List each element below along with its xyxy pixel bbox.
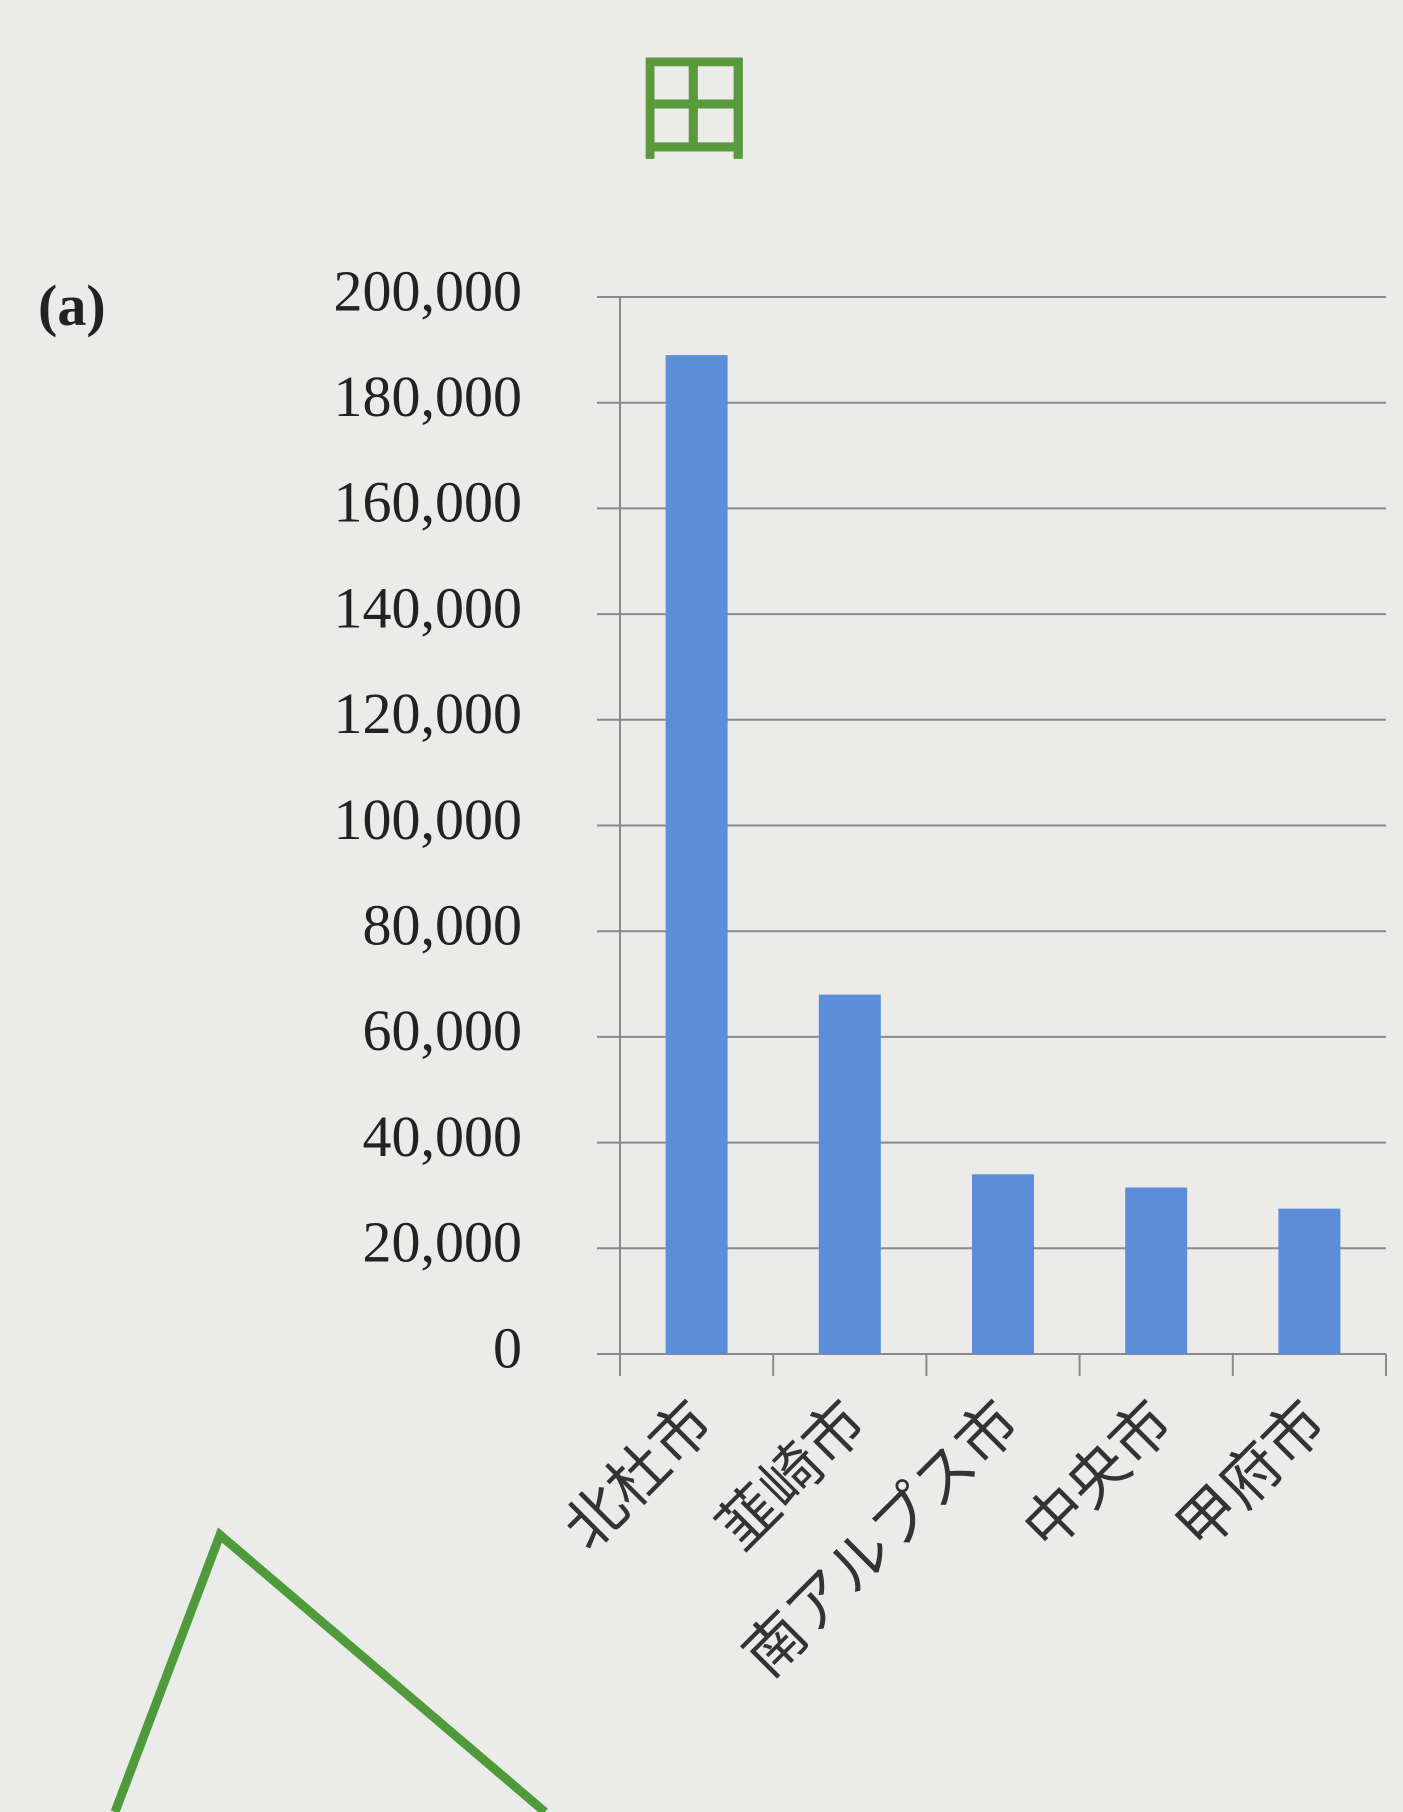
y-tick-label: 60,000 xyxy=(363,998,523,1063)
panel-label: (a) xyxy=(38,273,106,338)
chart-title: 田 xyxy=(634,40,754,179)
bar xyxy=(972,1174,1034,1354)
bar xyxy=(1125,1187,1188,1354)
y-tick-label: 20,000 xyxy=(363,1210,523,1275)
y-tick-label: 0 xyxy=(493,1315,522,1380)
y-tick-label: 120,000 xyxy=(334,681,523,746)
y-tick-label: 140,000 xyxy=(334,575,523,640)
y-tick-label: 80,000 xyxy=(363,893,523,958)
y-tick-label: 100,000 xyxy=(334,787,523,852)
y-tick-label: 180,000 xyxy=(334,364,523,429)
y-tick-label: 40,000 xyxy=(363,1104,523,1169)
y-tick-label: 200,000 xyxy=(334,258,523,323)
decoration xyxy=(110,1527,548,1812)
bar xyxy=(1278,1208,1341,1354)
bar xyxy=(665,355,728,1354)
y-tick-label: 160,000 xyxy=(334,470,523,535)
bar xyxy=(818,994,881,1354)
